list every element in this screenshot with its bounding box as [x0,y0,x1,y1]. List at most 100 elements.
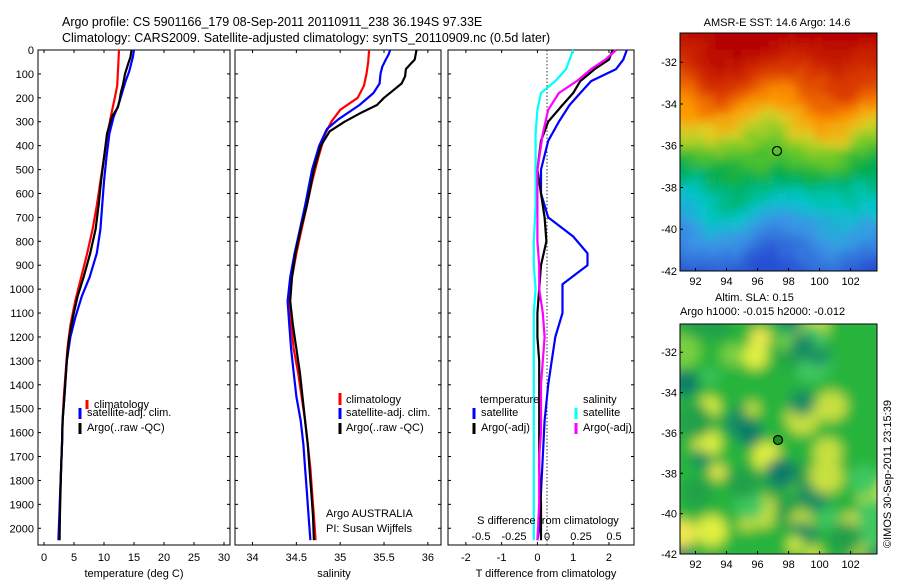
sst-cell [823,194,833,204]
sst-cell [778,86,788,96]
sst-cell [859,257,869,267]
sst-cell [859,113,869,123]
y-tick-label: 100 [16,69,34,81]
sst-cell [850,41,860,51]
sst-cell [733,167,743,177]
sst-cell [697,86,707,96]
sst-cell [769,176,779,186]
sst-cell [697,131,707,141]
sst-cell [733,33,743,42]
sla-map-panel: Altim. SLA: 0.15 Argo h1000: -0.015 h200… [661,292,878,571]
sst-cell [796,203,806,213]
sst-cell [823,104,833,114]
sst-cell [670,41,680,51]
sst-cell [823,131,833,141]
sst-cell [832,221,842,231]
sst-cell [760,212,770,222]
sst-cell [670,239,680,249]
sst-cell [733,131,743,141]
sst-cell [778,68,788,78]
sst-cell [832,194,842,204]
sst-cell [688,239,698,249]
y-tick-label: 700 [16,212,34,224]
sst-cell [787,95,797,105]
sla-patch [735,419,763,446]
sst-cell [805,167,815,177]
sla-patch [813,437,842,467]
sst-cell [814,158,824,168]
sst-cell [706,257,716,267]
sla-patch [680,370,699,397]
sst-cell [859,50,869,60]
s-tick-label: -0.5 [472,531,491,543]
sst-cell [706,266,716,271]
sst-cell [850,212,860,222]
sst-cell [697,194,707,204]
sst-cell [886,203,896,213]
sst-cell [787,158,797,168]
sst-cell [823,50,833,60]
sst-cell [787,59,797,69]
sst-cell [760,257,770,267]
sla-patch [696,515,728,547]
sst-cell [787,185,797,195]
sst-cell [769,221,779,231]
sla-map-subtitle: Argo h1000: -0.015 h2000: -0.012 [680,306,845,318]
sst-cell [697,77,707,87]
sst-cell [868,203,877,213]
y-tick-label: -36 [661,141,677,153]
sst-cell [850,176,860,186]
sst-cell [877,176,887,186]
sst-cell [868,50,877,60]
sst-cell [742,158,752,168]
sst-cell [680,194,689,204]
y-tick-label: 200 [16,93,34,105]
sla-patch [702,368,719,384]
sst-cell [724,68,734,78]
sst-cell [868,149,877,159]
sst-cell [715,104,725,114]
sst-cell [760,158,770,168]
temperature-lines [57,49,136,541]
sst-cell [796,194,806,204]
sst-cell [877,194,887,204]
sst-cell [787,248,797,258]
y-tick-label: -40 [661,509,677,521]
sst-cell [670,248,680,258]
sst-cell [787,212,797,222]
sla-patch [680,403,714,440]
sst-cell [850,113,860,123]
sst-cell [841,68,851,78]
sst-cell [760,185,770,195]
sst-cell [805,140,815,150]
sst-cell [787,266,797,271]
sst-cell [877,149,887,159]
sst-cell [805,95,815,105]
sst-cell [697,122,707,132]
sst-cell [680,113,689,123]
sst-cell [706,230,716,240]
sst-cell [724,230,734,240]
sst-cell [787,257,797,267]
sst-cell [760,221,770,231]
sst-cell [868,86,877,96]
x-tick-label: 36 [422,552,434,564]
sst-cell [715,33,725,42]
sst-cell [796,104,806,114]
sst-cell [877,50,887,60]
sst-cell [751,131,761,141]
sst-cell [715,113,725,123]
sst-cell [706,275,716,285]
series-line-argo-adj [536,49,617,541]
sst-cell [742,104,752,114]
sst-cell [823,266,833,271]
sst-cell [697,221,707,231]
y-tick-label: 400 [16,141,34,153]
sst-cell [805,59,815,69]
sst-cell [688,158,698,168]
sst-cell [715,59,725,69]
x-tick-label: -1 [497,552,507,564]
sst-cell [868,33,877,42]
sst-cell [733,41,743,51]
sst-cell [868,158,877,168]
